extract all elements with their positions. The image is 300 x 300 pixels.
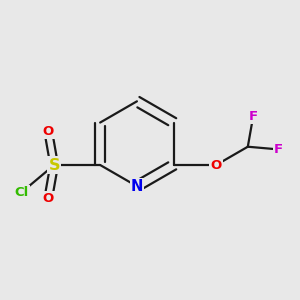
Text: N: N bbox=[131, 179, 143, 194]
Text: F: F bbox=[249, 110, 258, 123]
Text: O: O bbox=[43, 125, 54, 138]
Text: F: F bbox=[274, 143, 283, 156]
Text: O: O bbox=[43, 192, 54, 205]
Text: Cl: Cl bbox=[14, 186, 29, 199]
Text: O: O bbox=[211, 158, 222, 172]
Text: S: S bbox=[48, 158, 60, 172]
